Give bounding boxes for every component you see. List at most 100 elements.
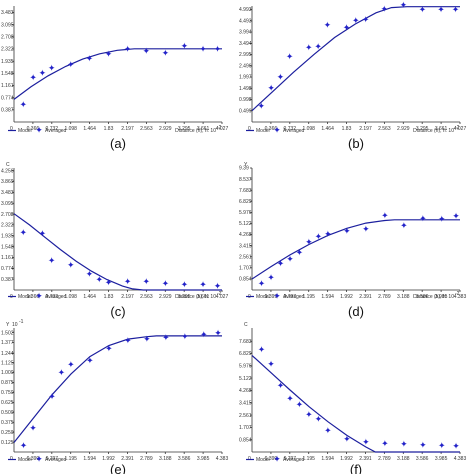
data-point: ✦ bbox=[437, 5, 445, 15]
data-point: ✦ bbox=[286, 395, 294, 405]
y-tick-label: 1.935 bbox=[1, 59, 14, 65]
legend-averaged-label: Averaged bbox=[283, 457, 305, 463]
data-point: ✦ bbox=[124, 278, 132, 288]
y-tick-label: 2.322 bbox=[1, 223, 14, 229]
data-point: ✦ bbox=[258, 102, 266, 112]
x-tick-label: 0.797 bbox=[46, 456, 59, 462]
y-axis-label: C bbox=[244, 322, 248, 328]
x-tick-label: 0.732 bbox=[46, 294, 59, 300]
x-tick-label: 3.586 bbox=[416, 294, 429, 300]
data-point: ✦ bbox=[381, 439, 389, 449]
y-tick-label: 0.774 bbox=[1, 95, 14, 101]
data-point: ✦ bbox=[162, 280, 170, 290]
y-axis-label: Y bbox=[244, 162, 248, 168]
y-tick-label: 3.494 bbox=[239, 41, 252, 47]
chart-panel: Y 0.854 1.707 2.561 3.415 4.268 5.122 5.976 6.82… bbox=[239, 162, 466, 319]
y-tick-label: 6.829 bbox=[239, 351, 252, 357]
data-point: ✦ bbox=[258, 346, 266, 356]
model-curve bbox=[251, 219, 460, 280]
data-point: ✦ bbox=[438, 442, 446, 452]
x-tick-label: 1.83 bbox=[104, 294, 114, 300]
data-point: ✦ bbox=[86, 270, 94, 280]
x-tick-label: 3.985 bbox=[435, 294, 448, 300]
x-tick-label: 0.366 bbox=[265, 126, 278, 132]
data-point: ✦ bbox=[324, 21, 332, 31]
y-tick-label: 1.377 bbox=[1, 340, 14, 346]
data-point: ✦ bbox=[200, 330, 208, 340]
data-point: ✦ bbox=[58, 369, 66, 379]
legend-averaged-swatch: ✦ bbox=[273, 292, 281, 302]
y-tick-label: 5.122 bbox=[239, 221, 252, 227]
data-point: ✦ bbox=[67, 60, 75, 70]
y-tick-label: 5.976 bbox=[239, 364, 252, 370]
chart-panel: C 0.387 0.774 1.161 1.548 1.935 2.322 2.708 3.09… bbox=[1, 162, 228, 319]
x-axis-label: Distance (h), h: 10 bbox=[175, 294, 216, 300]
x-tick-label: 2.563 bbox=[378, 126, 391, 132]
y-tick-label: 3.095 bbox=[1, 201, 14, 207]
data-point: ✦ bbox=[86, 54, 94, 64]
x-tick-label: 4.383 bbox=[216, 456, 229, 462]
x-tick-label: 1.83 bbox=[342, 126, 352, 132]
y-tick-label: 0.250 bbox=[1, 430, 14, 436]
panel-caption: (c) bbox=[110, 304, 125, 319]
x-tick-label: 0.366 bbox=[27, 126, 40, 132]
y-tick-label: 5.976 bbox=[239, 210, 252, 216]
data-point: ✦ bbox=[39, 229, 47, 239]
y-tick-label: 1.548 bbox=[1, 244, 14, 250]
x-tick-label: 0.797 bbox=[284, 294, 297, 300]
data-point: ✦ bbox=[352, 17, 360, 27]
data-point: ✦ bbox=[105, 278, 113, 288]
y-tick-label: 2.708 bbox=[1, 35, 14, 41]
x-axis-label: Distance (h), h: 10 bbox=[413, 294, 454, 300]
y-tick-label: 1.548 bbox=[1, 71, 14, 77]
legend-averaged-label: Averaged bbox=[45, 457, 67, 463]
data-point: ✦ bbox=[267, 360, 275, 370]
data-point: ✦ bbox=[162, 334, 170, 344]
y-tick-label: 2.496 bbox=[239, 63, 252, 69]
y-tick-label: 0.750 bbox=[1, 390, 14, 396]
data-point: ✦ bbox=[324, 426, 332, 436]
y-tick-label: 1.707 bbox=[239, 266, 252, 272]
y-tick-label: 0.375 bbox=[1, 420, 14, 426]
x-tick-label: 3.661 bbox=[197, 294, 210, 300]
y-tick-label: 1.161 bbox=[1, 255, 14, 261]
y-tick-label: 0.499 bbox=[239, 108, 252, 114]
y-tick-label: 0.875 bbox=[1, 380, 14, 386]
y-tick-label: 3.415 bbox=[239, 400, 252, 406]
x-tick-label: 1.098 bbox=[64, 294, 77, 300]
data-point: ✦ bbox=[296, 400, 304, 410]
y-tick-label: 9.39 bbox=[239, 166, 249, 172]
data-point: ✦ bbox=[343, 435, 351, 445]
x-tick-label: 2.929 bbox=[159, 294, 172, 300]
data-point: ✦ bbox=[400, 440, 408, 450]
data-point: ✦ bbox=[181, 333, 189, 343]
x-axis-exponent: -2 bbox=[217, 291, 222, 297]
x-axis-exponent: -2 bbox=[455, 291, 460, 297]
panel-caption: (e) bbox=[110, 462, 126, 474]
x-tick-label: 4.383 bbox=[454, 294, 467, 300]
x-tick-label: 2.929 bbox=[397, 126, 410, 132]
data-point: ✦ bbox=[362, 16, 370, 26]
x-axis-exponent: -2 bbox=[217, 125, 222, 131]
x-tick-label: 2.563 bbox=[140, 126, 153, 132]
data-point: ✦ bbox=[214, 329, 222, 339]
data-point: ✦ bbox=[315, 233, 323, 243]
y-tick-label: 8.537 bbox=[239, 177, 252, 183]
data-point: ✦ bbox=[277, 259, 285, 269]
x-tick-label: 0.732 bbox=[46, 126, 59, 132]
legend-averaged-swatch: ✦ bbox=[35, 126, 43, 136]
y-tick-label: 1.000 bbox=[1, 370, 14, 376]
data-point: ✦ bbox=[29, 424, 37, 434]
y-tick-label: 0.625 bbox=[1, 400, 14, 406]
x-tick-label: 2.197 bbox=[359, 126, 372, 132]
y-tick-label: 1.161 bbox=[1, 83, 14, 89]
data-point: ✦ bbox=[162, 49, 170, 59]
x-tick-label: 1.464 bbox=[321, 126, 334, 132]
y-tick-label: 3.095 bbox=[1, 22, 14, 28]
legend-averaged-label: Averaged bbox=[45, 294, 67, 300]
x-tick-label: 2.391 bbox=[359, 294, 372, 300]
y-tick-label: 4.268 bbox=[239, 232, 252, 238]
x-tick-label: 3.661 bbox=[197, 126, 210, 132]
legend-model-label: Model bbox=[18, 128, 32, 134]
